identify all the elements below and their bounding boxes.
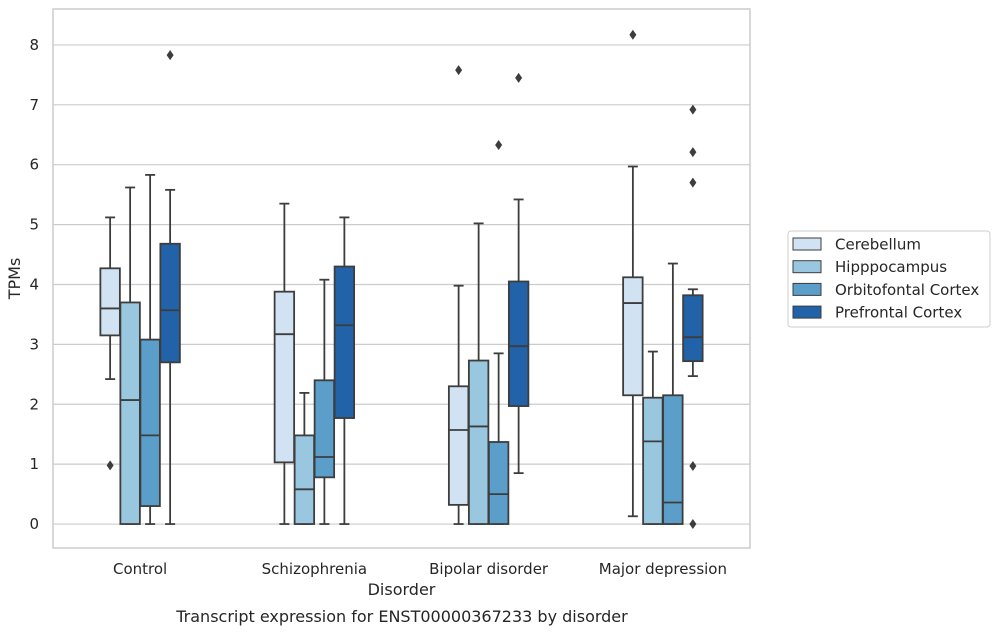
outlier-point	[166, 50, 174, 61]
y-tick-label: 3	[29, 335, 39, 353]
box	[273, 202, 296, 525]
box	[99, 216, 121, 471]
plot-frame	[52, 8, 751, 549]
x-tick-label: Schizophrenia	[262, 560, 367, 578]
box-body	[273, 290, 296, 464]
y-tick-label: 2	[29, 395, 39, 413]
y-tick-label: 8	[29, 36, 39, 54]
box-body	[99, 267, 121, 337]
box-body	[139, 338, 161, 507]
legend-swatch	[792, 237, 822, 251]
box	[447, 65, 470, 525]
legend-frame	[787, 230, 991, 328]
box	[293, 391, 316, 525]
box-body	[313, 379, 336, 479]
box-body	[622, 276, 644, 397]
legend-swatch	[792, 305, 822, 319]
box	[139, 173, 161, 525]
y-tick-label: 7	[29, 96, 39, 114]
legend: Cerebellum Hipppocampus Orbitofontal Corte…	[787, 230, 991, 328]
figure-caption: Transcript expression for ENST0000036723…	[175, 607, 628, 626]
box	[487, 139, 510, 525]
legend-label: Hipppocampus	[835, 258, 947, 276]
box-body	[642, 396, 664, 525]
box-body	[507, 280, 530, 407]
box	[662, 262, 684, 525]
legend-label: Cerebellum	[835, 236, 921, 254]
box-body	[159, 242, 181, 364]
legend-swatch	[792, 260, 822, 274]
y-tick-label: 5	[29, 216, 39, 234]
legend-label: Prefrontal Cortex	[835, 304, 962, 322]
x-tick-label: Major depression	[599, 560, 727, 578]
box	[622, 29, 644, 518]
outlier-point	[689, 104, 697, 115]
x-tick-label: Bipolar disorder	[429, 560, 549, 578]
outlier-point	[689, 460, 697, 471]
box	[682, 104, 704, 530]
box	[507, 72, 530, 475]
legend-swatch	[792, 282, 822, 296]
box-body	[682, 294, 704, 363]
box-body	[467, 359, 490, 525]
box	[333, 216, 356, 525]
y-tick-label: 6	[29, 156, 39, 174]
box	[159, 50, 181, 525]
box	[467, 222, 490, 525]
box-series	[99, 29, 704, 530]
box-body	[662, 394, 684, 525]
box-body	[293, 434, 316, 525]
outlier-point	[629, 29, 637, 40]
x-tick-label: Control	[113, 560, 167, 578]
outlier-point	[689, 519, 697, 530]
outlier-point	[495, 139, 503, 150]
box-body	[119, 301, 141, 525]
outlier-point	[455, 65, 463, 76]
x-tick-labels: Control Schizophrenia Bipolar disorder Majo…	[113, 560, 727, 578]
outlier-point	[689, 177, 697, 188]
outlier-point	[689, 147, 697, 158]
box-body	[487, 441, 510, 525]
box	[313, 278, 336, 525]
box-body	[447, 385, 470, 506]
y-tick-label: 1	[29, 455, 39, 473]
outlier-point	[106, 460, 114, 471]
outlier-point	[515, 72, 523, 83]
x-axis-label: Disorder	[368, 580, 436, 599]
box-body	[333, 265, 356, 419]
y-tick-label: 4	[29, 275, 39, 293]
y-tick-label: 0	[29, 515, 39, 533]
box	[119, 186, 141, 525]
y-axis-label: TPMs	[5, 258, 24, 301]
box	[642, 350, 664, 525]
y-tick-labels: 0 1 2 3 4 5 6 7 8	[29, 36, 39, 533]
legend-label: Orbitofontal Cortex	[835, 281, 979, 299]
